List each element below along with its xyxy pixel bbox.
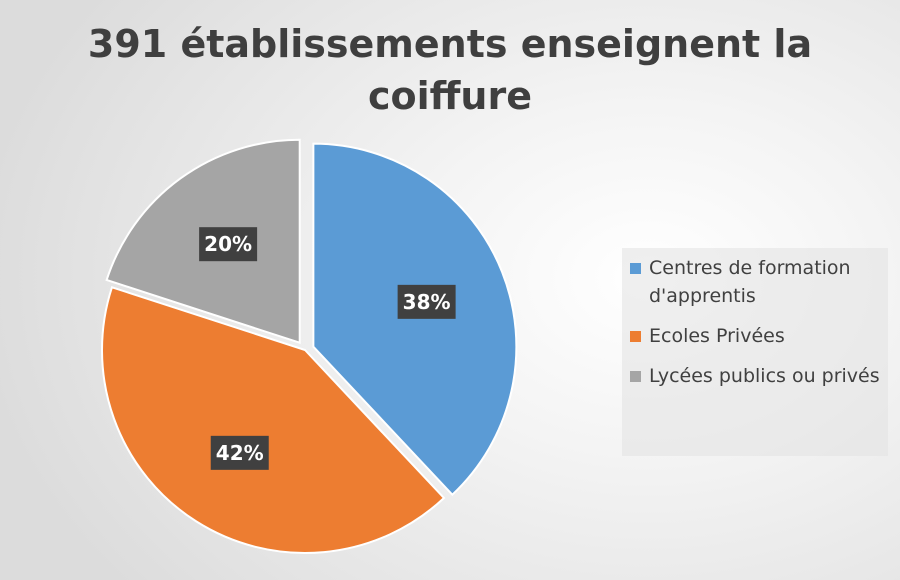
data-label-box (210, 435, 269, 470)
legend-swatch (630, 371, 641, 382)
data-label-text: 20% (204, 232, 252, 256)
data-label: 42% (210, 435, 269, 470)
legend: Centres de formation d'apprentis Ecoles … (622, 248, 888, 456)
data-label-box (397, 284, 456, 319)
legend-item-ecoles[interactable]: Ecoles Privées (630, 322, 882, 350)
data-label-text: 42% (216, 441, 264, 465)
legend-label: Lycées publics ou privés (649, 365, 880, 387)
pie-slice-centres[interactable] (312, 142, 518, 497)
pie-slice-ecoles[interactable] (101, 286, 446, 554)
chart-title-line-1: 391 établissements enseignent la (87, 22, 813, 66)
data-label-text: 38% (403, 290, 451, 314)
data-label: 38% (397, 284, 456, 319)
legend-item-lycees[interactable]: Lycées publics ou privés (630, 362, 882, 390)
legend-label: Centres de formation d'apprentis (649, 257, 851, 307)
chart-title: 391 établissements enseignent la coiffur… (0, 18, 900, 122)
data-label: 20% (199, 227, 258, 262)
legend-swatch (630, 331, 641, 342)
legend-swatch (630, 263, 641, 274)
data-label-box (199, 227, 258, 262)
chart-title-line-2: coiffure (367, 74, 532, 118)
legend-label: Ecoles Privées (649, 325, 785, 347)
legend-item-centres[interactable]: Centres de formation d'apprentis (630, 254, 882, 310)
